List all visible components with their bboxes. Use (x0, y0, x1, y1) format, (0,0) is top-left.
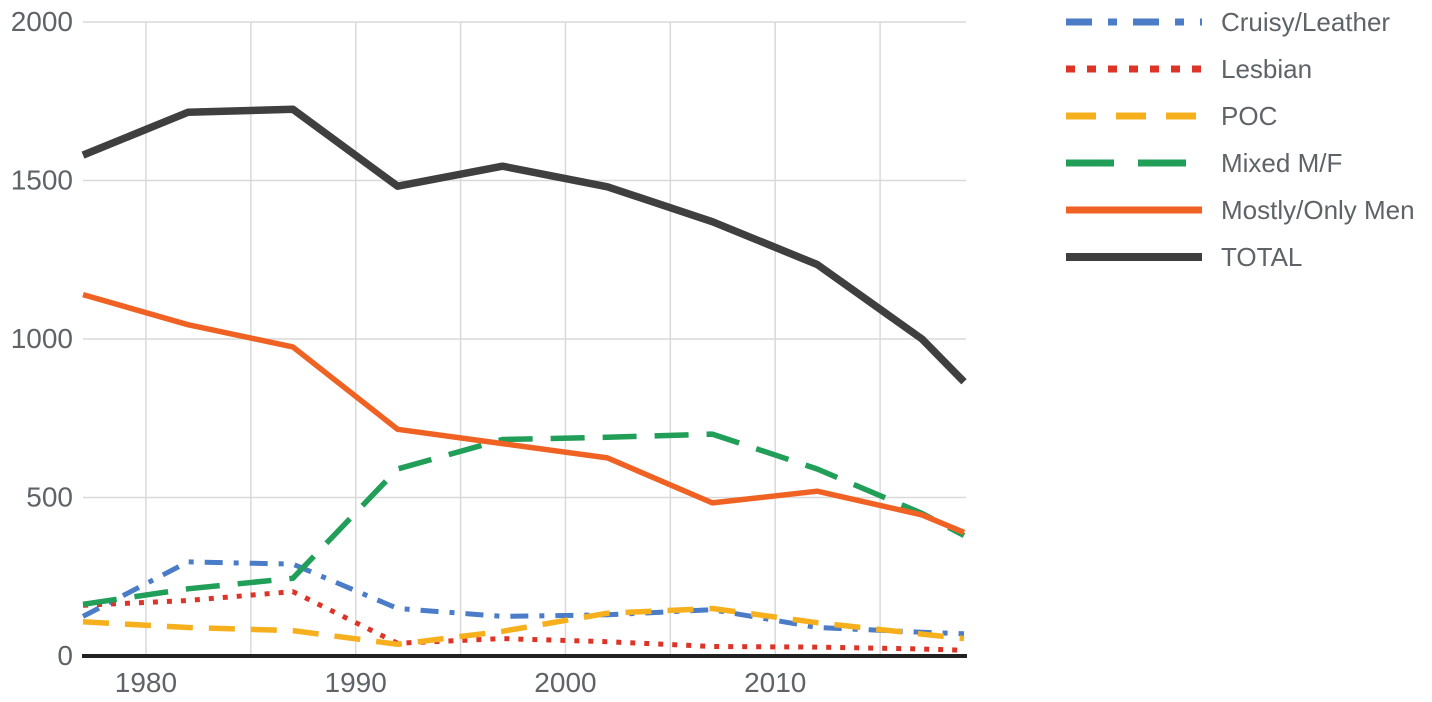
legend-item-poc: POC (1064, 103, 1415, 129)
legend-label: Mixed M/F (1221, 148, 1343, 178)
series-line-lesbian (82, 589, 965, 653)
y-axis-tick-label: 1500 (11, 165, 73, 196)
series-line-mixed-m-f (82, 431, 966, 608)
legend-line-swatch (1066, 18, 1202, 26)
legend-item-lesbian: Lesbian (1064, 56, 1415, 82)
x-axis-tick-label: 2000 (534, 667, 596, 698)
legend-label: Lesbian (1221, 54, 1313, 84)
legend-item-mostly-only-men: Mostly/Only Men (1064, 197, 1415, 223)
legend-label: POC (1221, 101, 1278, 131)
legend-label: TOTAL (1221, 242, 1303, 272)
y-axis-tick-label: 1000 (11, 323, 73, 354)
legend-item-total: TOTAL (1064, 244, 1415, 270)
x-axis-tick-label: 2010 (744, 667, 806, 698)
y-axis-tick-label: 2000 (11, 6, 73, 37)
legend-label: Cruisy/Leather (1221, 7, 1391, 37)
legend-line-swatch (1066, 159, 1202, 167)
series-line-total (81, 105, 967, 385)
x-axis-tick-label: 1990 (325, 667, 387, 698)
series-line-cruisy-leather (81, 559, 965, 637)
chart-legend: Cruisy/Leather Lesbian POC Mixed M/F Mostly/… (1064, 9, 1415, 270)
legend-line-swatch (1066, 65, 1202, 73)
x-axis-tick-label: 1980 (115, 667, 177, 698)
series-line-mostly-only-men (82, 291, 966, 535)
series-line-poc (82, 605, 965, 648)
y-axis-tick-label: 500 (26, 482, 73, 513)
legend-item-mixed-m-f: Mixed M/F (1064, 150, 1415, 176)
legend-label: Mostly/Only Men (1221, 195, 1415, 225)
legend-item-cruisy-leather: Cruisy/Leather (1064, 9, 1415, 35)
y-axis-tick-label: 0 (57, 640, 73, 671)
legend-line-swatch (1066, 253, 1202, 261)
legend-line-swatch (1066, 206, 1202, 214)
legend-line-swatch (1066, 112, 1202, 120)
